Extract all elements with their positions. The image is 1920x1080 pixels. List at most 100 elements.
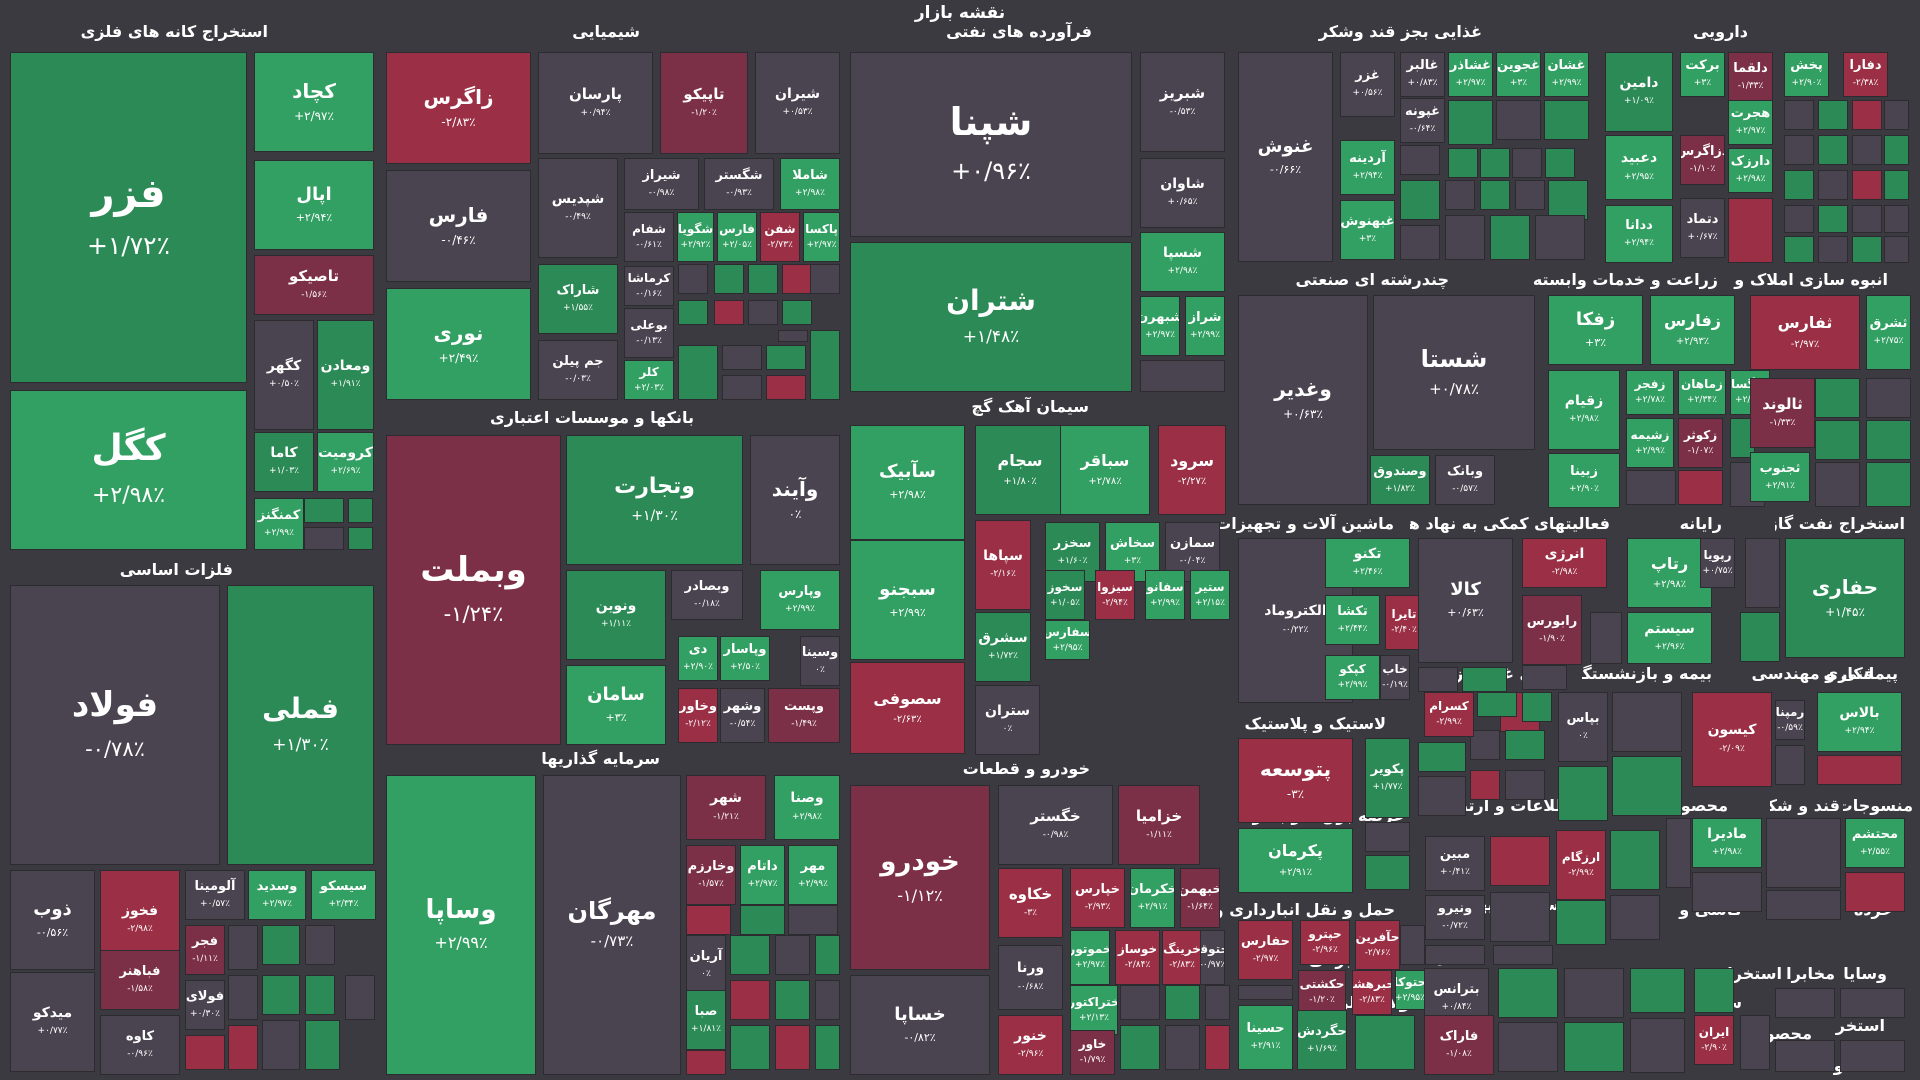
stock-tile[interactable]: سشرق +۱/۷۲٪ [975,612,1031,682]
stock-tile[interactable]: محتشم +۲/۵۵٪ [1845,818,1905,868]
stock-tile[interactable]: وشهر -۰/۵۴٪ [720,688,765,743]
stock-tile[interactable]: مبین +۰/۴۱٪ [1425,836,1485,891]
stock-tile[interactable]: وسدید +۲/۹۷٪ [248,870,306,920]
stock-tile[interactable]: شگستر -۰/۹۳٪ [704,158,774,210]
stock-tile[interactable]: فارس +۲/۰۵٪ [717,212,757,262]
stock-tile[interactable]: غزر +۰/۵۶٪ [1340,52,1395,117]
stock-tile[interactable]: پارسان +۰/۹۴٪ [538,52,653,154]
stock-tile[interactable]: پخش +۲/۹۰٪ [1784,52,1829,97]
stock-tile[interactable]: وصنا +۲/۹۸٪ [774,775,840,840]
stock-tile[interactable]: وپاسار +۲/۵۰٪ [720,636,770,681]
stock-tile[interactable]: غبهنوش +۳٪ [1340,200,1395,260]
stock-tile[interactable]: فارس -۰/۴۶٪ [386,170,531,282]
stock-tile[interactable]: شاراک +۱/۵۵٪ [538,264,618,334]
stock-tile[interactable]: شهر -۱/۲۱٪ [686,775,766,840]
stock-tile[interactable]: جم پیلن -۰/۰۳٪ [538,340,618,400]
stock-tile[interactable]: حتوکا +۲/۹۵٪ [1395,970,1425,1010]
stock-tile[interactable]: کلر +۲/۰۳٪ [624,360,674,400]
stock-tile[interactable]: تاپیکو -۱/۲۰٪ [660,52,748,154]
stock-tile[interactable]: بپاس ۰٪ [1558,692,1608,762]
stock-tile[interactable]: شفام -۰/۶۱٪ [624,212,674,262]
stock-tile[interactable]: فولای +۰/۳۰٪ [185,980,225,1030]
stock-tile[interactable]: شیران +۰/۵۳٪ [755,52,840,154]
stock-tile[interactable]: بوعلی -۰/۱۳٪ [624,308,674,358]
stock-tile[interactable]: آردینه +۲/۹۴٪ [1340,140,1395,195]
stock-tile[interactable]: زبینا +۲/۹۰٪ [1548,453,1620,508]
stock-tile[interactable]: خموتور +۲/۹۷٪ [1070,930,1110,985]
stock-tile[interactable]: حپترو -۲/۹۶٪ [1300,920,1350,965]
stock-tile[interactable]: شراز +۲/۹۹٪ [1185,296,1225,356]
stock-tile[interactable]: غشان +۲/۹۹٪ [1544,52,1589,97]
stock-tile[interactable]: کاوه -۰/۹۶٪ [100,1015,180,1075]
stock-tile[interactable]: ختوقا -۰/۹۷٪ [1200,930,1225,985]
stock-tile[interactable]: میدکو +۰/۷۷٪ [10,972,95,1072]
stock-tile[interactable]: سرود -۲/۲۷٪ [1158,425,1226,515]
stock-tile[interactable]: ونیرو -۰/۷۲٪ [1425,895,1485,940]
stock-tile[interactable]: ددانا +۲/۹۴٪ [1605,205,1673,263]
stock-tile[interactable]: کیسون -۲/۰۹٪ [1692,692,1772,787]
stock-tile[interactable]: سپاها -۲/۱۶٪ [975,520,1031,610]
stock-tile[interactable]: فزر +۱/۷۲٪ [10,52,247,383]
stock-tile[interactable]: رپویا +۰/۷۵٪ [1700,538,1735,588]
stock-tile[interactable]: دلقما -۱/۳۳٪ [1728,52,1773,102]
stock-tile[interactable]: مادیرا +۲/۹۸٪ [1692,818,1762,868]
stock-tile[interactable]: ایران -۲/۹۰٪ [1694,1015,1734,1065]
stock-tile[interactable]: وسینا ۰٪ [800,636,840,686]
stock-tile[interactable]: دامین +۱/۰۹٪ [1605,52,1673,132]
stock-tile[interactable]: ختراکتور +۲/۱۳٪ [1070,985,1118,1035]
stock-tile[interactable]: خپارس -۲/۹۳٪ [1070,868,1125,928]
stock-tile[interactable]: تکنو +۲/۴۶٪ [1325,538,1410,588]
stock-tile[interactable]: سیزوا -۲/۹۴٪ [1095,570,1135,620]
stock-tile[interactable]: اپال +۲/۹۴٪ [254,160,374,250]
stock-tile[interactable]: حآفرین -۲/۷۶٪ [1355,920,1400,970]
stock-tile[interactable]: پکویر +۱/۷۷٪ [1365,738,1410,818]
stock-tile[interactable]: وپارس +۲/۹۹٪ [760,570,840,630]
stock-tile[interactable]: سیسکو +۲/۳۴٪ [311,870,376,920]
stock-tile[interactable]: وصندوق +۱/۸۲٪ [1370,455,1430,505]
stock-tile[interactable]: سآبیک +۲/۹۸٪ [850,425,965,540]
stock-tile[interactable]: حفارس -۲/۹۷٪ [1238,920,1293,980]
stock-tile[interactable]: نوری +۲/۴۹٪ [386,288,531,400]
stock-tile[interactable]: وساپا +۲/۹۹٪ [386,775,536,1075]
stock-tile[interactable]: ثجنوب +۲/۹۱٪ [1750,452,1810,502]
stock-tile[interactable]: کپکو +۲/۹۹٪ [1325,655,1380,700]
stock-tile[interactable]: شیراز -۰/۹۸٪ [624,158,699,210]
stock-tile[interactable]: وتجارت +۱/۳۰٪ [566,435,743,565]
stock-tile[interactable]: دزاگرس -۱/۱۰٪ [1680,135,1725,185]
stock-tile[interactable]: خرینگ -۲/۸۳٪ [1162,930,1202,985]
stock-tile[interactable]: وبانک -۰/۵۷٪ [1435,455,1495,505]
stock-tile[interactable]: غپونه -۰/۶۴٪ [1400,98,1445,143]
stock-tile[interactable]: فباهنر -۱/۵۸٪ [100,950,180,1010]
stock-tile[interactable]: ارزگام -۲/۹۹٪ [1556,830,1606,900]
stock-tile[interactable]: زقیام +۲/۹۸٪ [1548,370,1620,450]
stock-tile[interactable]: دی +۲/۹۰٪ [678,636,718,681]
stock-tile[interactable]: سصوفی -۲/۶۳٪ [850,662,965,754]
stock-tile[interactable]: زفکا +۳٪ [1548,295,1643,365]
stock-tile[interactable]: کرومیت +۲/۶۹٪ [317,432,374,492]
stock-tile[interactable]: زشیمه +۲/۹۹٪ [1626,418,1674,468]
stock-tile[interactable]: فملی +۱/۳۰٪ [227,585,374,865]
stock-tile[interactable]: فولاد -۰/۷۸٪ [10,585,220,865]
stock-tile[interactable]: انرژی -۲/۹۸٪ [1522,538,1607,588]
stock-tile[interactable]: دفارا -۲/۳۸٪ [1843,52,1888,97]
stock-tile[interactable]: خگستر -۰/۹۸٪ [998,785,1113,865]
stock-tile[interactable]: رمپنا -۰/۵۹٪ [1775,700,1805,740]
stock-tile[interactable]: تکشا +۲/۴۴٪ [1325,595,1380,645]
stock-tile[interactable]: شاوان +۰/۶۵٪ [1140,158,1225,228]
stock-tile[interactable]: شپدیس -۰/۴۹٪ [538,158,618,258]
stock-tile[interactable]: ثالوند -۱/۳۳٪ [1750,378,1815,448]
stock-tile[interactable]: خکاوه -۳٪ [998,868,1063,938]
stock-tile[interactable]: شفن -۲/۷۳٪ [760,212,800,262]
stock-tile[interactable]: شاملا +۲/۹۸٪ [780,158,840,210]
stock-tile[interactable]: مهر +۲/۹۹٪ [788,845,838,905]
stock-tile[interactable]: سفانو +۲/۹۹٪ [1145,570,1185,620]
stock-tile[interactable]: خودرو -۱/۱۲٪ [850,785,990,970]
stock-tile[interactable]: سبجنو +۲/۹۹٪ [850,540,965,660]
stock-tile[interactable]: وپست -۱/۴۹٪ [768,688,840,743]
stock-tile[interactable]: بالاس +۲/۹۴٪ [1817,692,1902,752]
stock-tile[interactable]: حگردش +۱/۶۹٪ [1297,1010,1347,1070]
stock-tile[interactable]: دتماد +۰/۶۷٪ [1680,198,1725,258]
stock-tile[interactable]: تاصیکو -۱/۵۶٪ [254,255,374,315]
stock-tile[interactable]: حکشتی -۱/۲۰٪ [1298,970,1346,1015]
stock-tile[interactable]: داتام +۲/۹۷٪ [740,845,785,905]
